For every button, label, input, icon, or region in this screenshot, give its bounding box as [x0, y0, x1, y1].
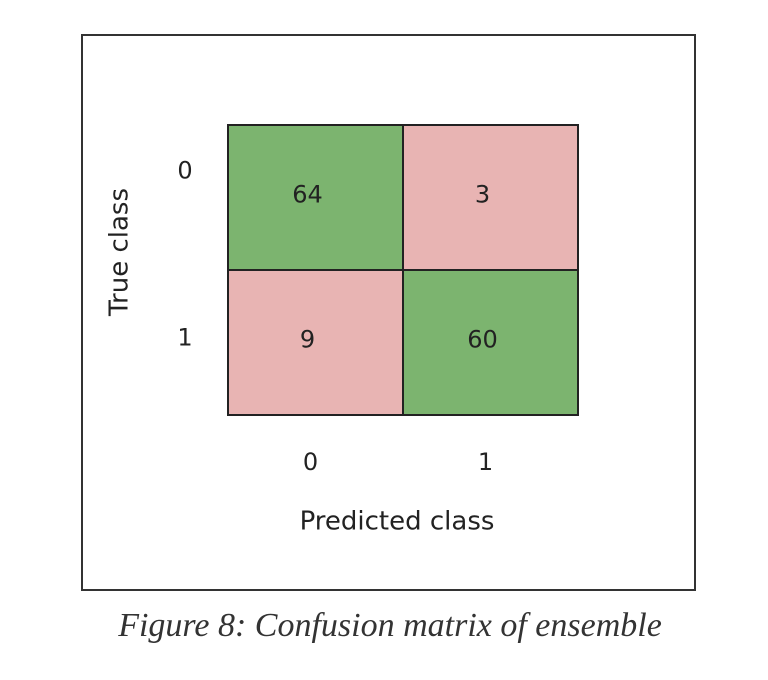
x-tick-label: 1 [478, 448, 493, 476]
y-tick-label: 0 [177, 156, 192, 184]
x-tick-label: 0 [303, 448, 318, 476]
x-axis-label: Predicted class [300, 507, 495, 537]
y-axis-label: True class [105, 188, 135, 317]
figure-frame [81, 34, 696, 591]
cell-value: 9 [300, 326, 315, 354]
y-tick-label: 1 [177, 323, 192, 351]
heatmap-cell [402, 124, 579, 271]
heatmap-cell [402, 269, 579, 416]
cell-value: 64 [292, 181, 323, 209]
cell-value: 60 [467, 326, 498, 354]
heatmap-cell [227, 269, 404, 416]
cell-value: 3 [475, 181, 490, 209]
caption: Figure 8: Confusion matrix of ensemble [117, 607, 662, 644]
